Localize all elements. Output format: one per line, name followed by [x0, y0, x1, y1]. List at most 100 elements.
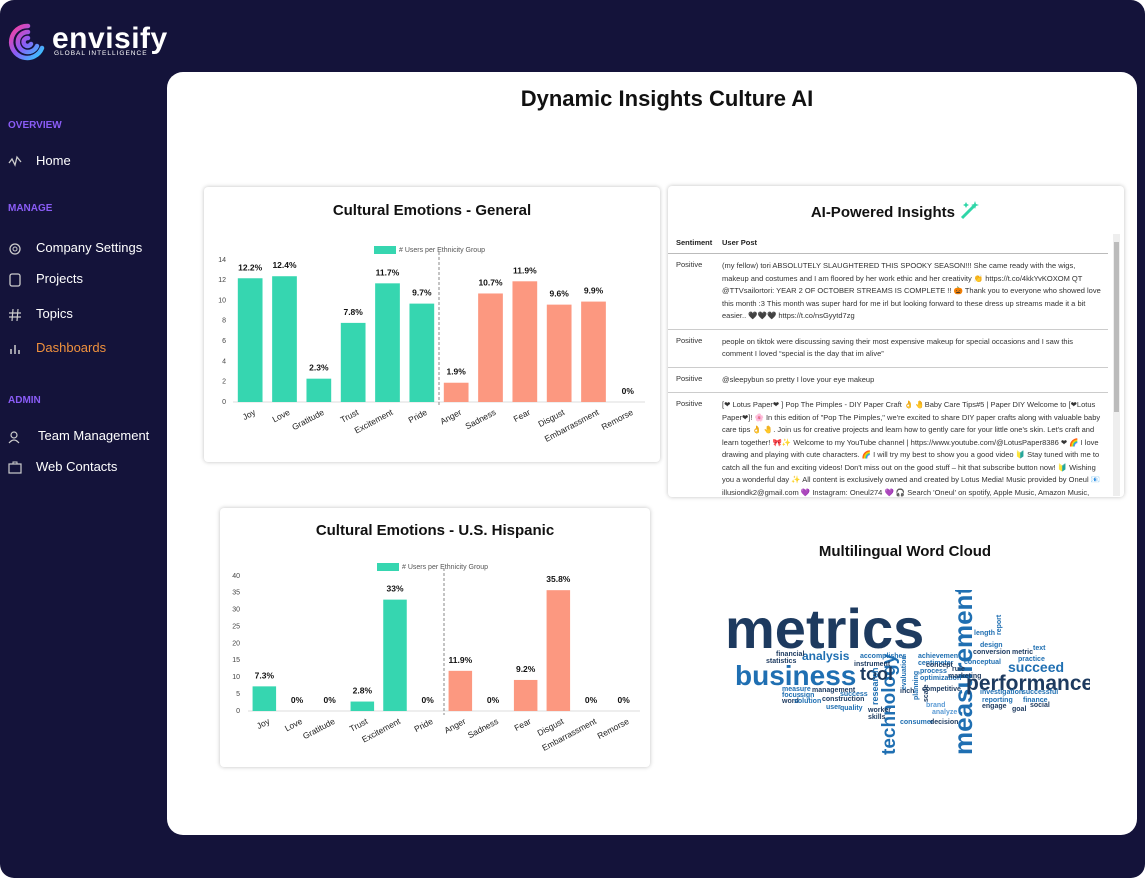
table-row: Positive [❤ Lotus Paper❤ ] Pop The Pimple… [668, 393, 1108, 497]
word: text [1033, 645, 1046, 652]
word: concept [926, 662, 954, 669]
y-tick-label: 8 [222, 318, 226, 325]
word: skills [868, 714, 886, 721]
value-label: 9.7% [412, 288, 432, 298]
word: goal [1012, 706, 1026, 713]
word: competitive [922, 686, 961, 693]
legend-swatch [377, 563, 399, 571]
icon [8, 431, 20, 444]
page-title: Dynamic Insights Culture AI [520, 86, 814, 111]
value-label: 0% [622, 386, 635, 396]
scrollbar[interactable] [1113, 234, 1120, 496]
logo: envisify [52, 22, 168, 55]
value-label: 0% [324, 695, 337, 705]
y-tick-label: 2 [222, 379, 226, 386]
value-label: 11.9% [449, 655, 473, 665]
x-tick-label: Love [270, 407, 291, 425]
word: rule [952, 666, 965, 673]
word: statistics [766, 658, 796, 665]
x-tick-label: Anger [438, 407, 463, 427]
x-tick-label: Trust [348, 716, 370, 734]
x-tick-label: Sadness [466, 716, 500, 740]
chart-card: Cultural Emotions - General # Users per E… [204, 187, 660, 462]
x-tick-label: Gratitude [301, 716, 337, 741]
header-cell: Sentiment [676, 238, 713, 247]
sentiment-cell: Positive [676, 399, 703, 408]
word: process [920, 668, 947, 675]
y-tick-label: 4 [222, 358, 226, 365]
y-tick-label: 25 [232, 623, 240, 630]
word: research [870, 667, 880, 705]
word: financial [776, 651, 804, 658]
x-tick-label: Pride [407, 407, 429, 425]
word: construction [822, 696, 864, 703]
chart-title: Cultural Emotions - U.S. Hispanic [316, 522, 554, 539]
bar [350, 701, 375, 711]
x-tick-label: Joy [241, 407, 258, 422]
y-tick-label: 10 [232, 674, 240, 681]
x-tick-label: Fear [512, 407, 532, 424]
nav-item[interactable]: Company Settings [36, 240, 143, 255]
bar [409, 303, 435, 402]
value-label: 10.7% [478, 277, 503, 287]
nav-item[interactable]: Home [36, 153, 71, 168]
nav-item[interactable]: Topics [36, 306, 73, 321]
word: engage [982, 703, 1007, 710]
word: performance [966, 672, 1090, 695]
value-label: 11.7% [376, 267, 400, 277]
value-label: 2.8% [353, 686, 373, 696]
nav-item[interactable]: Team Management [38, 428, 150, 443]
scroll-thumb[interactable] [1114, 242, 1119, 412]
wordcloud-title: Multilingual Word Cloud [818, 543, 992, 560]
section-title: ADMIN [8, 395, 41, 406]
insights-card: AI-Powered Insights Sentiment User Post P… [668, 186, 1124, 497]
bar [237, 278, 263, 402]
bar [546, 304, 572, 402]
sparkle-icon [961, 201, 980, 220]
y-tick-label: 0 [222, 399, 226, 406]
icon [9, 273, 21, 287]
bar [581, 301, 606, 402]
word: successful [1022, 689, 1058, 696]
chart-card: Cultural Emotions - U.S. Hispanic # Users… [220, 508, 650, 767]
sentiment-cell: Positive [676, 260, 703, 269]
sentiment-cell: Positive [676, 373, 703, 383]
value-label: 7.3% [255, 670, 275, 680]
word: business [735, 660, 856, 691]
y-tick-label: 14 [218, 257, 226, 264]
logo-icon [8, 23, 45, 61]
bar [512, 281, 538, 402]
word: solution [794, 698, 821, 705]
word: reporting [982, 697, 1013, 704]
word: consumer [900, 719, 934, 726]
bar [448, 670, 473, 711]
nav-item[interactable]: Dashboards [36, 340, 107, 355]
bar [513, 679, 538, 711]
value-label: 2.3% [309, 363, 329, 373]
word: analyze [932, 709, 957, 716]
word: conceptual [964, 659, 1001, 666]
bar [272, 276, 297, 402]
word: tool [860, 664, 893, 684]
word: accomplishes [860, 653, 906, 660]
value-label: 7.8% [343, 307, 363, 317]
nav-item[interactable]: Web Contacts [36, 459, 118, 474]
legend-label: # Users per Ethnicity Group [402, 564, 488, 571]
insights-title: AI-Powered Insights [668, 200, 1124, 221]
value-label: 1.9% [446, 367, 466, 377]
word: metrics [725, 597, 924, 660]
icon [10, 345, 20, 354]
insights-table: Sentiment User Post Positive (my fellow) t… [668, 232, 1108, 497]
table-row: Positive people on tiktok were discussing… [668, 330, 1108, 368]
word: technology [879, 653, 900, 755]
value-label: 9.9% [584, 286, 604, 296]
y-tick-label: 5 [236, 691, 240, 698]
word: evaluation [901, 655, 908, 690]
word: succeed [1008, 659, 1064, 675]
x-tick-label: Love [283, 716, 304, 734]
word: scale [923, 684, 930, 702]
y-tick-label: 30 [232, 607, 240, 614]
nav-item[interactable]: Projects [36, 271, 83, 286]
